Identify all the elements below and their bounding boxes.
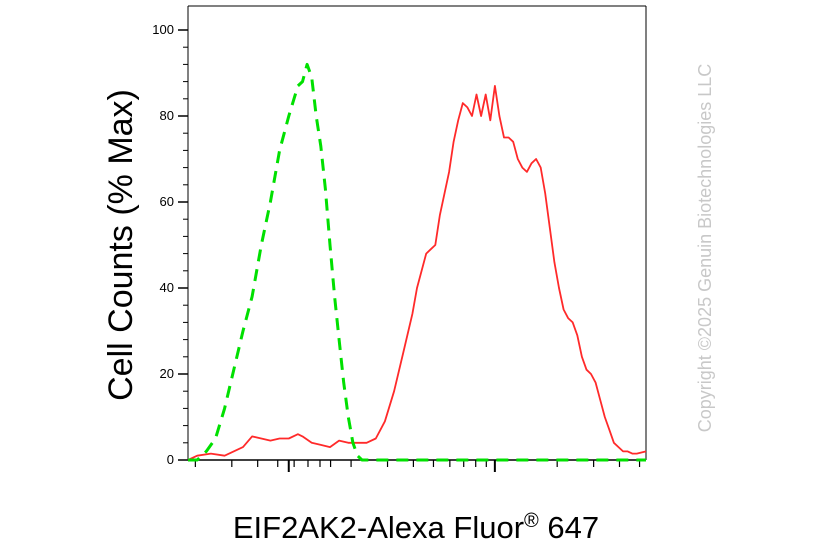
y-tick-label: 60 (160, 194, 174, 209)
y-axis-ticks: 0 20 40 60 80 100 (152, 22, 188, 467)
x-axis-label-suffix: 647 (539, 510, 599, 545)
series-layer (187, 62, 647, 462)
y-tick-label: 80 (160, 108, 174, 123)
y-axis-label: Cell Counts (% Max) (102, 89, 140, 401)
x-axis-ticks (194, 460, 641, 472)
copyright-watermark: Copyright ©2025 Genuin Biotechnologies L… (695, 64, 715, 433)
axes-frame (187, 5, 647, 461)
x-axis-label: EIF2AK2-Alexa Fluor® 647 (233, 510, 599, 545)
y-tick-label: 20 (160, 366, 174, 381)
x-axis-label-main: EIF2AK2-Alexa Fluor (233, 510, 524, 545)
y-tick-label: 100 (152, 22, 174, 37)
control-series-line (188, 62, 646, 462)
stained-series-line (187, 85, 647, 461)
x-axis-label-registered: ® (524, 510, 539, 532)
y-tick-label: 0 (167, 452, 174, 467)
y-tick-label: 40 (160, 280, 174, 295)
